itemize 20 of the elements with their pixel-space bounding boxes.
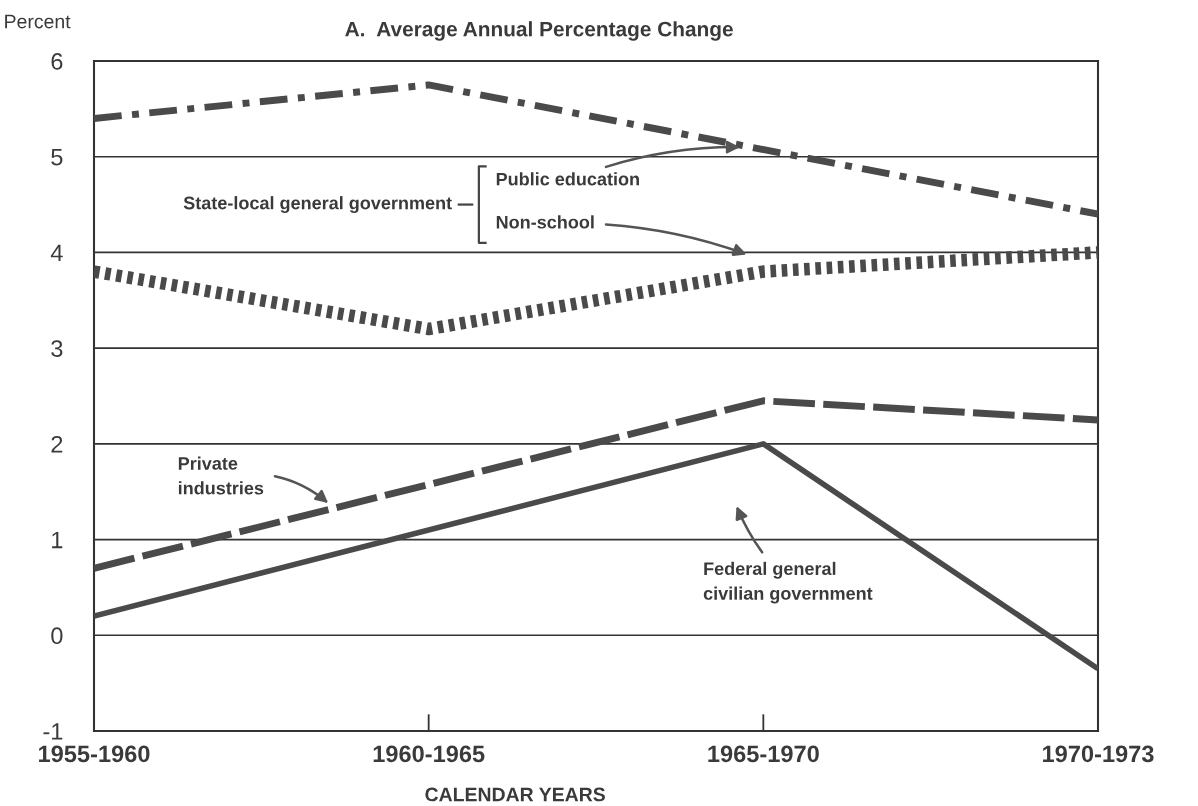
y-tick-label: 0 xyxy=(51,627,63,645)
text: Public education xyxy=(496,172,639,186)
x-tick-label: 1955-1960 xyxy=(39,745,150,763)
chart-title: A. Average Annual Percentage Change xyxy=(345,21,733,41)
x-tick-label: 1970-1973 xyxy=(1043,745,1154,763)
y-tick-label: 2 xyxy=(51,435,63,453)
text: Non-school xyxy=(496,215,594,229)
y-tick-label: 1 xyxy=(52,531,63,549)
y-tick-label: 4 xyxy=(50,244,63,261)
x-tick-label: 1965-1970 xyxy=(708,745,819,763)
annotation: State-local general government xyxy=(183,196,452,214)
y-tick-label: -1 xyxy=(43,723,63,740)
series-label: Private industries xyxy=(178,456,264,495)
y-tick-label: 5 xyxy=(51,149,63,166)
x-tick-label: 1960-1965 xyxy=(373,745,485,763)
text: Federal general civilian government xyxy=(703,561,873,604)
y-tick-label: 6 xyxy=(51,53,63,70)
x-axis-title: CALENDAR YEARS xyxy=(425,787,605,802)
y-tick-label: 3 xyxy=(51,340,63,357)
y-axis-title: Percent xyxy=(5,14,71,29)
